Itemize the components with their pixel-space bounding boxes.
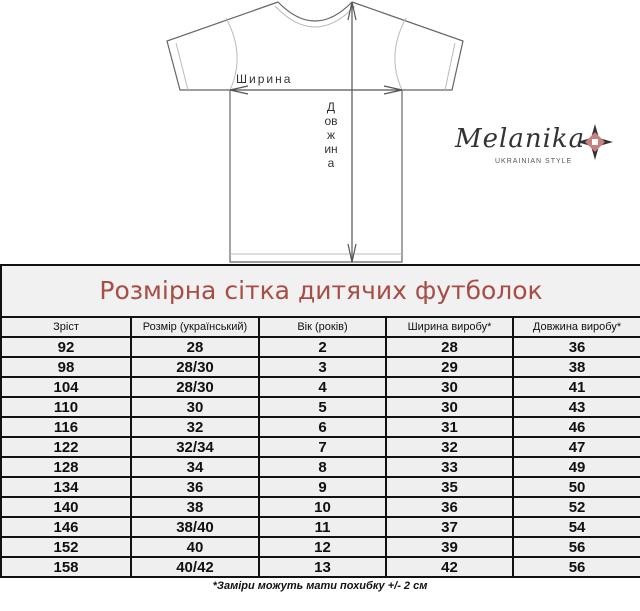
table-cell: 54 [511, 516, 640, 538]
table-cell: 28/30 [130, 376, 260, 398]
table-cell: 128 [0, 456, 132, 478]
table-cell: 43 [511, 396, 640, 418]
melanika-logo: Melanika UKRAINIAN STYLE [455, 124, 615, 172]
table-cell: 56 [511, 536, 640, 558]
table-cell: 42 [385, 556, 514, 578]
table-title: Розмірна сітка дитячих футболок [0, 264, 640, 318]
table-row: 158 40/42 13 42 56 [0, 556, 640, 578]
header-row: Зріст Розмір (український) Вік (років) Ш… [0, 316, 640, 338]
table-cell: 30 [385, 396, 514, 418]
table-cell: 92 [0, 336, 132, 358]
table-cell: 116 [0, 416, 132, 438]
header-length: Довжина виробу* [511, 316, 640, 338]
table-cell: 7 [258, 436, 387, 458]
table-cell: 146 [0, 516, 132, 538]
table-row: 140 38 10 36 52 [0, 496, 640, 518]
table-row: 146 38/40 11 37 54 [0, 516, 640, 538]
table-row: 116 32 6 31 46 [0, 416, 640, 438]
table-cell: 40 [130, 536, 260, 558]
table-row: 122 32/34 7 32 47 [0, 436, 640, 458]
table-cell: 5 [258, 396, 387, 418]
header-width: Ширина виробу* [385, 316, 514, 338]
table-row: 152 40 12 39 56 [0, 536, 640, 558]
table-row: 92 28 2 28 36 [0, 336, 640, 358]
table-cell: 37 [385, 516, 514, 538]
table-cell: 41 [511, 376, 640, 398]
size-chart: Розмірна сітка дитячих футболок Зріст Ро… [0, 264, 640, 593]
table-cell: 6 [258, 416, 387, 438]
header-age: Вік (років) [258, 316, 387, 338]
table-cell: 11 [258, 516, 387, 538]
table-cell: 35 [385, 476, 514, 498]
ornament-icon [577, 124, 613, 160]
table-cell: 104 [0, 376, 132, 398]
table-cell: 46 [511, 416, 640, 438]
table-cell: 9 [258, 476, 387, 498]
table-cell: 110 [0, 396, 132, 418]
table-row: 104 28/30 4 30 41 [0, 376, 640, 398]
table-cell: 56 [511, 556, 640, 578]
header-size: Розмір (український) [130, 316, 260, 338]
table-cell: 30 [385, 376, 514, 398]
table-cell: 122 [0, 436, 132, 458]
table-cell: 134 [0, 476, 132, 498]
table-cell: 28/30 [130, 356, 260, 378]
table-cell: 28 [130, 336, 260, 358]
table-cell: 2 [258, 336, 387, 358]
table-cell: 10 [258, 496, 387, 518]
table-cell: 8 [258, 456, 387, 478]
table-cell: 4 [258, 376, 387, 398]
footnote: *Заміри можуть мати похибку +/- 2 см [212, 580, 428, 592]
length-label: Довжина [324, 100, 338, 170]
table-cell: 32/34 [130, 436, 260, 458]
table-cell: 38/40 [130, 516, 260, 538]
table-cell: 31 [385, 416, 514, 438]
table-cell: 52 [511, 496, 640, 518]
table-cell: 36 [511, 336, 640, 358]
table-row: 98 28/30 3 29 38 [0, 356, 640, 378]
table-cell: 38 [511, 356, 640, 378]
table-row: 134 36 9 35 50 [0, 476, 640, 498]
table-row: 110 30 5 30 43 [0, 396, 640, 418]
table-cell: 40/42 [130, 556, 260, 578]
table-cell: 33 [385, 456, 514, 478]
table-cell: 36 [385, 496, 514, 518]
table-cell: 29 [385, 356, 514, 378]
logo-name: Melanika [455, 124, 586, 154]
table-cell: 34 [130, 456, 260, 478]
tshirt-diagram [166, 1, 464, 263]
table-cell: 39 [385, 536, 514, 558]
table-cell: 50 [511, 476, 640, 498]
table-row: 128 34 8 33 49 [0, 456, 640, 478]
table-cell: 3 [258, 356, 387, 378]
table-cell: 36 [130, 476, 260, 498]
table-cell: 158 [0, 556, 132, 578]
table-cell: 152 [0, 536, 132, 558]
table-cell: 32 [130, 416, 260, 438]
table-cell: 12 [258, 536, 387, 558]
table-cell: 98 [0, 356, 132, 378]
table-cell: 49 [511, 456, 640, 478]
table-cell: 13 [258, 556, 387, 578]
size-chart-table: Розмірна сітка дитячих футболок Зріст Ро… [0, 264, 640, 578]
table-cell: 28 [385, 336, 514, 358]
table-cell: 140 [0, 496, 132, 518]
header-height: Зріст [0, 316, 132, 338]
table-cell: 32 [385, 436, 514, 458]
table-cell: 38 [130, 496, 260, 518]
table-cell: 30 [130, 396, 260, 418]
width-label: Ширина [236, 72, 293, 86]
logo-tagline: UKRAINIAN STYLE [495, 158, 573, 165]
table-cell: 47 [511, 436, 640, 458]
